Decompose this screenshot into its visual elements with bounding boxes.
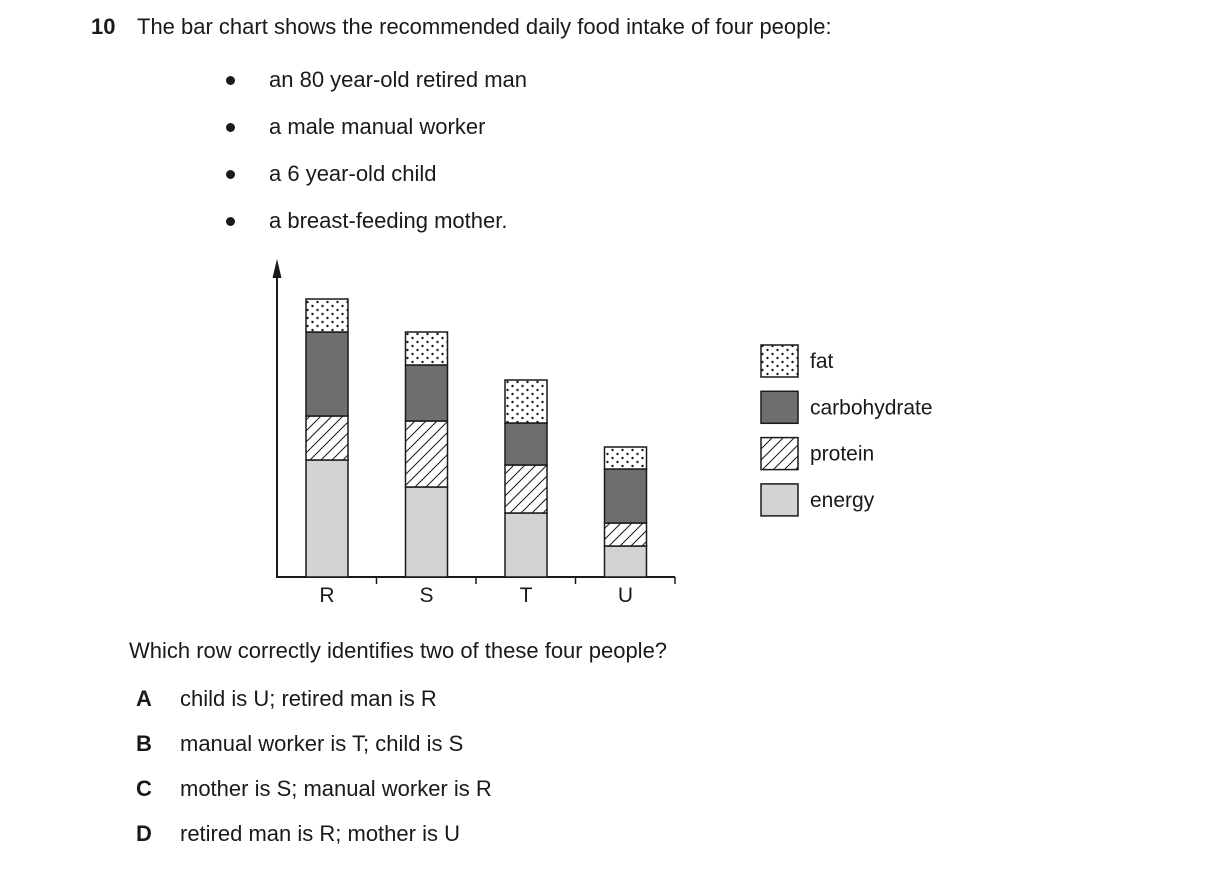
list-item-text: a male manual worker xyxy=(269,114,486,139)
bullet-icon xyxy=(226,170,235,179)
bar-R-fat xyxy=(305,298,349,333)
bar-R-carbohydrate xyxy=(305,331,349,417)
option-text: retired man is R; mother is U xyxy=(180,821,460,846)
bar-R-protein xyxy=(305,415,349,461)
option-text: child is U; retired man is R xyxy=(180,686,437,711)
y-axis-arrow-icon xyxy=(272,259,282,278)
option-letter: D xyxy=(136,821,152,846)
x-tick-label: R xyxy=(319,584,334,607)
question-prompt: Which row correctly identifies two of th… xyxy=(129,638,668,663)
bar-U-energy xyxy=(603,545,648,578)
bar-T-carbohydrate xyxy=(504,422,548,466)
legend-label-energy: energy xyxy=(810,489,875,512)
legend-swatch-carbohydrate xyxy=(760,390,799,425)
legend-label-protein: protein xyxy=(810,443,874,466)
question-stem: The bar chart shows the recommended dail… xyxy=(137,14,832,39)
legend-label-carbohydrate: carbohydrate xyxy=(810,396,933,419)
bar-R-energy xyxy=(305,459,349,578)
bar-U-protein xyxy=(603,522,648,547)
list-item-text: a 6 year-old child xyxy=(269,161,437,186)
bar-U-fat xyxy=(603,446,648,470)
option-letter: B xyxy=(136,731,152,756)
bullet-icon xyxy=(226,123,235,132)
legend-swatch-fat xyxy=(760,344,799,378)
legend-label-fat: fat xyxy=(810,350,834,373)
bar-S-fat xyxy=(404,331,449,366)
bar-S-carbohydrate xyxy=(404,364,449,422)
question-number: 10 xyxy=(91,14,116,39)
option-text: mother is S; manual worker is R xyxy=(180,776,492,801)
option-letter: A xyxy=(136,686,152,711)
bar-T-energy xyxy=(504,512,548,578)
x-tick-label: U xyxy=(618,584,633,607)
option-letter: C xyxy=(136,776,152,801)
bullet-icon xyxy=(226,76,235,85)
option-text: manual worker is T; child is S xyxy=(180,731,464,756)
bar-T-protein xyxy=(504,464,548,514)
x-tick-label: T xyxy=(520,584,533,607)
legend-swatch-energy xyxy=(760,483,799,517)
bar-S-protein xyxy=(404,420,449,488)
bar-T-fat xyxy=(504,379,548,424)
x-tick-label: S xyxy=(419,584,433,607)
bullet-icon xyxy=(226,217,235,226)
list-item-text: an 80 year-old retired man xyxy=(269,67,528,92)
legend-swatch-protein xyxy=(760,436,799,471)
bar-U-carbohydrate xyxy=(603,468,648,524)
list-item-text: a breast-feeding mother. xyxy=(269,208,508,233)
bar-S-energy xyxy=(404,486,449,578)
